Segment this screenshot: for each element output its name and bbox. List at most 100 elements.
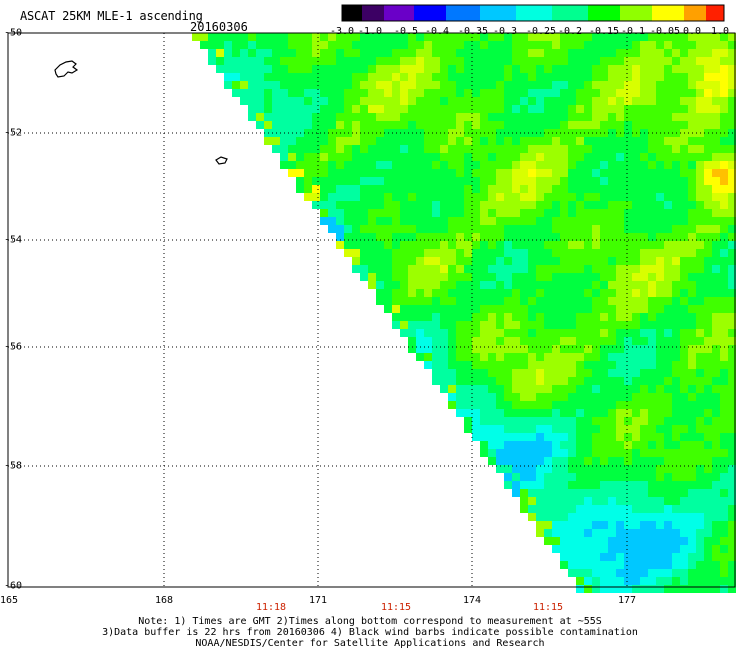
swath-cell [688,97,696,105]
swath-cell [672,561,680,569]
swath-cell [464,281,472,289]
swath-cell [408,153,416,161]
swath-cell [656,209,664,217]
swath-cell [336,65,344,73]
swath-cell [680,217,688,225]
swath-cell [464,361,472,369]
swath-cell [472,97,480,105]
swath-cell [520,361,528,369]
swath-cell [456,345,464,353]
swath-cell [664,345,672,353]
swath-cell [512,113,520,121]
swath-cell [616,153,624,161]
swath-cell [464,233,472,241]
swath-cell [400,153,408,161]
swath-cell [312,33,320,41]
swath-cell [728,81,736,89]
swath-cell [360,209,368,217]
swath-cell [600,497,608,505]
swath-cell [512,441,520,449]
swath-cell [392,233,400,241]
swath-cell [240,73,248,81]
swath-cell [720,41,728,49]
swath-cell [656,225,664,233]
swath-cell [728,49,736,57]
swath-cell [624,113,632,121]
swath-cell [616,265,624,273]
swath-cell [712,321,720,329]
swath-cell [520,33,528,41]
swath-cell [648,513,656,521]
swath-cell [504,217,512,225]
swath-cell [648,585,656,593]
swath-cell [696,193,704,201]
swath-cell [672,241,680,249]
swath-cell [624,313,632,321]
swath-cell [280,121,288,129]
swath-cell [528,313,536,321]
colorbar-tick: -1.0 [357,26,383,37]
swath-cell [680,409,688,417]
swath-cell [496,65,504,73]
swath-cell [344,81,352,89]
swath-cell [336,89,344,97]
swath-cell [560,489,568,497]
swath-cell [656,241,664,249]
swath-cell [296,121,304,129]
swath-cell [680,433,688,441]
swath-cell [568,321,576,329]
swath-cell [728,225,736,233]
swath-cell [400,177,408,185]
swath-cell [648,209,656,217]
swath-cell [384,225,392,233]
swath-cell [440,145,448,153]
swath-cell [616,137,624,145]
swath-cell [664,521,672,529]
swath-cell [424,361,432,369]
swath-cell [472,361,480,369]
swath-cell [648,545,656,553]
swath-cell [696,217,704,225]
swath-cell [608,201,616,209]
swath-cell [392,89,400,97]
swath-cell [568,161,576,169]
swath-cell [480,265,488,273]
swath-cell [336,241,344,249]
swath-cell [488,409,496,417]
swath-cell [448,137,456,145]
swath-cell [424,201,432,209]
swath-cell [728,545,736,553]
swath-cell [656,537,664,545]
swath-cell [608,113,616,121]
swath-cell [672,65,680,73]
swath-cell [456,41,464,49]
swath-cell [344,177,352,185]
swath-cell [456,329,464,337]
swath-cell [536,145,544,153]
swath-cell [584,217,592,225]
swath-cell [712,81,720,89]
swath-cell [664,401,672,409]
swath-cell [576,209,584,217]
swath-cell [552,201,560,209]
swath-cell [584,257,592,265]
swath-cell [640,585,648,593]
swath-cell [456,97,464,105]
swath-cell [680,577,688,585]
swath-cell [472,233,480,241]
swath-cell [248,89,256,97]
swath-cell [520,41,528,49]
swath-cell [656,105,664,113]
swath-cell [616,449,624,457]
swath-cell [512,273,520,281]
swath-cell [424,137,432,145]
swath-cell [296,49,304,57]
swath-cell [464,297,472,305]
swath-cell [656,161,664,169]
swath-cell [392,73,400,81]
swath-cell [432,369,440,377]
swath-cell [632,409,640,417]
swath-cell [696,569,704,577]
swath-cell [664,545,672,553]
swath-cell [584,553,592,561]
